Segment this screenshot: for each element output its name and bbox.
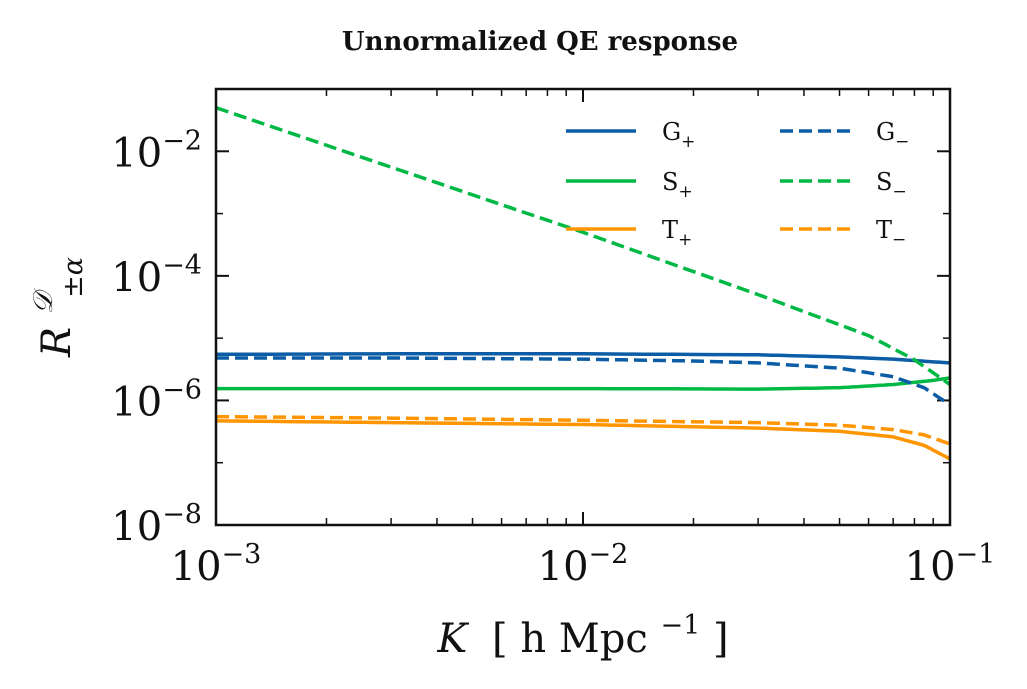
series-layer [216,106,950,461]
legend-label-name: T [662,216,678,244]
y-tick-label-exp: −6 [162,374,202,405]
y-tick-label-base: 10 [111,255,162,301]
y-axis-sub: ±α [58,257,89,298]
legend-label: G+ [662,118,695,152]
y-tick-label-base: 10 [111,504,162,550]
y-tick-label: 10−4 [111,250,202,301]
legend-label-sub: − [892,230,906,250]
plot-frame [214,87,952,527]
series-line-s-plus [216,376,950,391]
x-axis-unit: h Mpc [520,616,647,662]
legend-label: S− [876,168,907,202]
x-tick-label-exp: −1 [956,539,996,570]
legend-label-sub: + [678,182,692,202]
x-tick-label: 10−2 [538,539,629,590]
series-line-g-minus [216,356,950,407]
x-axis-open-bracket: [ [492,616,508,662]
x-tick-label-exp: −2 [589,539,629,570]
y-tick-label: 10−6 [111,374,202,425]
legend-label-name: S [876,168,892,196]
x-tick-label-exp: −3 [222,539,262,570]
legend-label-name: G [876,118,895,146]
legend-label: T− [876,216,906,250]
series-line-g-plus [216,352,950,365]
series-line-s-minus [216,106,950,386]
x-tick-label: 10−3 [171,539,262,590]
legend-label-name: G [662,118,681,146]
y-tick-label-exp: −2 [162,125,202,156]
y-axis-symbol: R [34,327,80,358]
y-tick-labels: 10−810−610−410−2 [111,125,202,550]
legend-label-sub: − [892,182,906,202]
y-tick-label: 10−2 [111,125,202,176]
x-axis-unit-exp: −1 [660,610,700,641]
x-tick-label-base: 10 [171,544,222,590]
y-tick-label-base: 10 [111,130,162,176]
y-tick-label-base: 10 [111,379,162,425]
series-line-t-plus [216,419,950,461]
x-axis-symbol: K [436,616,469,662]
legend-label-sub: + [678,230,692,250]
legend-label-sub: − [895,132,909,152]
y-axis-sup: 𝒟 [28,288,59,314]
legend-label-name: T [876,216,892,244]
y-tick-label: 10−8 [111,499,202,550]
chart-title: Unnormalized QE response [342,27,738,57]
major-ticks [215,89,951,526]
x-tick-label: 10−1 [905,539,996,590]
y-tick-label-exp: −8 [162,499,202,530]
legend-label-sub: + [681,132,695,152]
legend-label-name: S [662,168,678,196]
x-axis-close-bracket: ] [713,616,729,662]
legend-label: T+ [662,216,692,250]
x-axis-label: K [ h Mpc −1 ] [436,598,728,662]
series-line-t-minus [216,414,950,446]
minor-ticks [216,89,950,525]
x-tick-labels: 10−3 10−2 10−1 [171,539,996,590]
x-tick-label-base: 10 [905,544,956,590]
legend: G+S+T+G−S−T− [566,118,909,250]
y-axis-label: R 𝒟 ±α [16,257,89,358]
y-tick-label-exp: −4 [162,250,202,281]
x-tick-label-base: 10 [538,544,589,590]
legend-label: G− [876,118,909,152]
legend-label: S+ [662,168,693,202]
